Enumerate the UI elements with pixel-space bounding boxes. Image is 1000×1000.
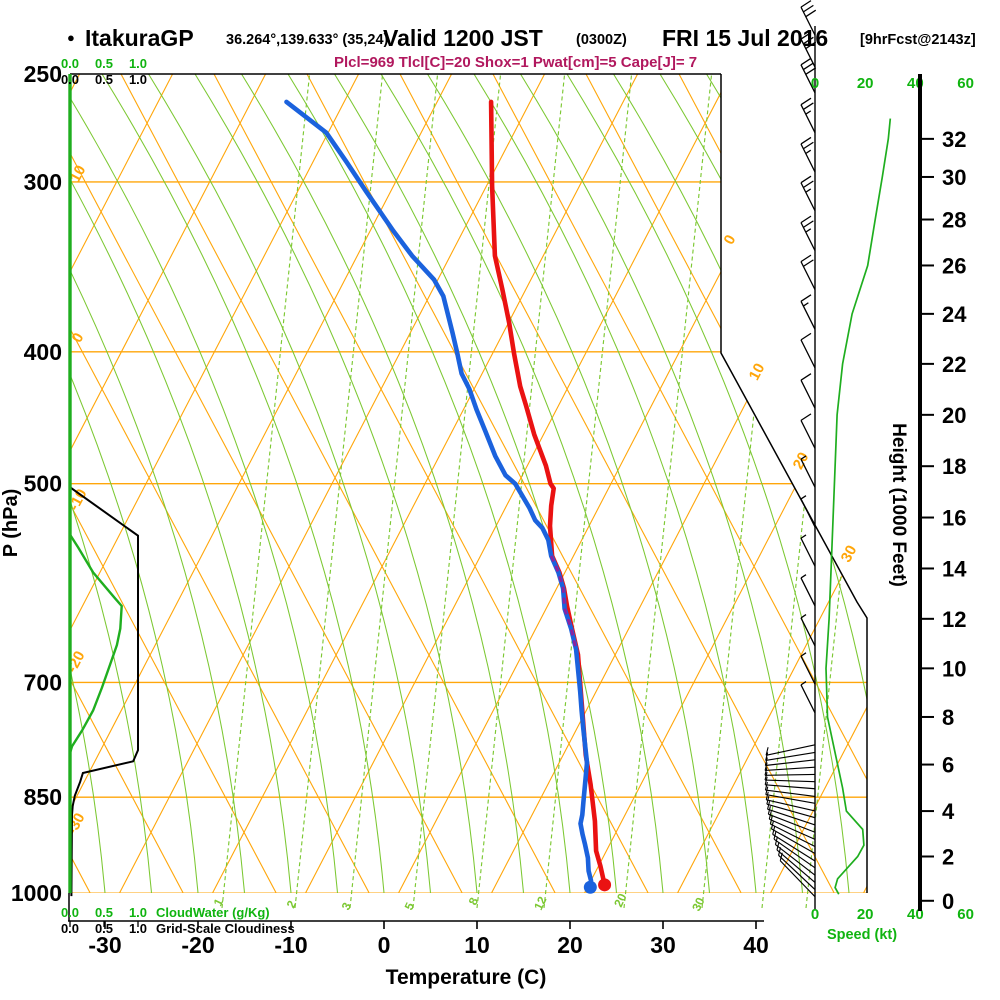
svg-text:40: 40 <box>743 932 769 958</box>
svg-text:22: 22 <box>942 352 966 377</box>
svg-text:4: 4 <box>942 799 955 824</box>
svg-text:0: 0 <box>811 75 819 92</box>
dewpoint-curve <box>284 99 597 894</box>
surface-dewpoint-dot <box>583 880 597 894</box>
svg-text:30: 30 <box>650 932 676 958</box>
svg-text:1.0: 1.0 <box>129 56 147 71</box>
svg-text:250: 250 <box>24 61 62 87</box>
svg-text:10: 10 <box>67 163 90 186</box>
svg-text:32: 32 <box>942 127 966 152</box>
wind-speed-curve <box>825 118 892 895</box>
grid-lines <box>70 74 867 893</box>
svg-text:20: 20 <box>857 906 874 923</box>
svg-text:30: 30 <box>689 895 707 913</box>
svg-text:3: 3 <box>339 900 355 912</box>
svg-text:-20: -20 <box>181 932 214 958</box>
svg-text:10: 10 <box>942 656 966 681</box>
svg-text:5: 5 <box>402 900 418 912</box>
svg-text:0.5: 0.5 <box>95 905 113 920</box>
svg-text:0.5: 0.5 <box>95 72 113 87</box>
svg-text:60: 60 <box>957 75 974 92</box>
svg-text:Height (1000 Feet): Height (1000 Feet) <box>888 423 909 587</box>
svg-text:20: 20 <box>611 891 629 909</box>
svg-text:1.0: 1.0 <box>129 905 147 920</box>
station-dot-icon: ● <box>67 30 75 45</box>
svg-text:P (hPa): P (hPa) <box>0 489 22 558</box>
svg-text:16: 16 <box>942 506 966 531</box>
svg-text:CloudWater (g/Kg): CloudWater (g/Kg) <box>156 905 270 920</box>
svg-text:0.0: 0.0 <box>61 56 79 71</box>
cloudwater-curve <box>68 74 123 894</box>
svg-text:850: 850 <box>24 784 62 810</box>
svg-text:14: 14 <box>942 556 967 581</box>
svg-text:0.0: 0.0 <box>61 72 79 87</box>
svg-text:10: 10 <box>746 361 769 384</box>
svg-text:0: 0 <box>811 906 819 923</box>
svg-text:2: 2 <box>284 898 300 910</box>
svg-text:1.0: 1.0 <box>129 72 147 87</box>
svg-text:0.5: 0.5 <box>95 921 113 936</box>
svg-text:0: 0 <box>378 932 391 958</box>
svg-text:-30: -30 <box>88 932 121 958</box>
surface-temp-dot <box>598 878 612 892</box>
svg-text:-10: -10 <box>274 932 307 958</box>
cloudiness-curve <box>69 74 139 897</box>
svg-text:-20: -20 <box>63 648 88 675</box>
svg-text:300: 300 <box>24 169 62 195</box>
stability-params: Plcl=969 Tlcl[C]=20 Shox=1 Pwat[cm]=5 Ca… <box>334 54 698 71</box>
wind-barbs <box>764 0 817 910</box>
svg-text:0: 0 <box>942 889 954 914</box>
svg-text:400: 400 <box>24 339 62 365</box>
svg-text:30: 30 <box>942 165 966 190</box>
svg-text:0: 0 <box>721 232 740 247</box>
svg-text:20: 20 <box>942 403 966 428</box>
valid-time: Valid 1200 JST <box>383 25 543 51</box>
svg-text:10: 10 <box>464 932 490 958</box>
svg-text:1.0: 1.0 <box>129 921 147 936</box>
plot-frame <box>68 73 868 929</box>
svg-text:18: 18 <box>942 454 966 479</box>
svg-text:2: 2 <box>942 844 954 869</box>
svg-text:6: 6 <box>942 753 954 778</box>
svg-text:8: 8 <box>942 705 954 730</box>
svg-text:Speed (kt): Speed (kt) <box>827 927 897 943</box>
svg-text:28: 28 <box>942 208 966 233</box>
valid-date: FRI 15 Jul 2016 <box>662 25 829 51</box>
svg-text:12: 12 <box>531 894 549 912</box>
svg-text:12: 12 <box>942 607 966 632</box>
svg-text:20: 20 <box>790 450 813 473</box>
svg-text:24: 24 <box>942 302 967 327</box>
svg-text:0.5: 0.5 <box>95 56 113 71</box>
svg-text:0.0: 0.0 <box>61 905 79 920</box>
forecast-tag: [9hrFcst@2143z] <box>860 32 976 48</box>
saturation-overlap <box>549 555 578 650</box>
svg-text:26: 26 <box>942 253 966 278</box>
svg-text:Grid-Scale Cloudiness: Grid-Scale Cloudiness <box>156 921 295 936</box>
svg-text:20: 20 <box>857 75 874 92</box>
svg-text:60: 60 <box>957 906 974 923</box>
temperature-curve <box>488 99 612 892</box>
svg-text:30: 30 <box>838 543 861 566</box>
svg-text:-30: -30 <box>63 810 88 837</box>
svg-text:8: 8 <box>466 895 482 907</box>
svg-text:20: 20 <box>557 932 583 958</box>
zulu-time: (0300Z) <box>576 32 627 48</box>
svg-text:1000: 1000 <box>11 880 62 906</box>
svg-text:700: 700 <box>24 669 62 695</box>
svg-text:0.0: 0.0 <box>61 921 79 936</box>
svg-text:500: 500 <box>24 471 62 497</box>
station-name: ItakuraGP <box>85 25 194 51</box>
station-coords: 36.264°,139.633° (35,24) <box>226 32 389 48</box>
svg-text:Temperature (C): Temperature (C) <box>386 966 547 989</box>
